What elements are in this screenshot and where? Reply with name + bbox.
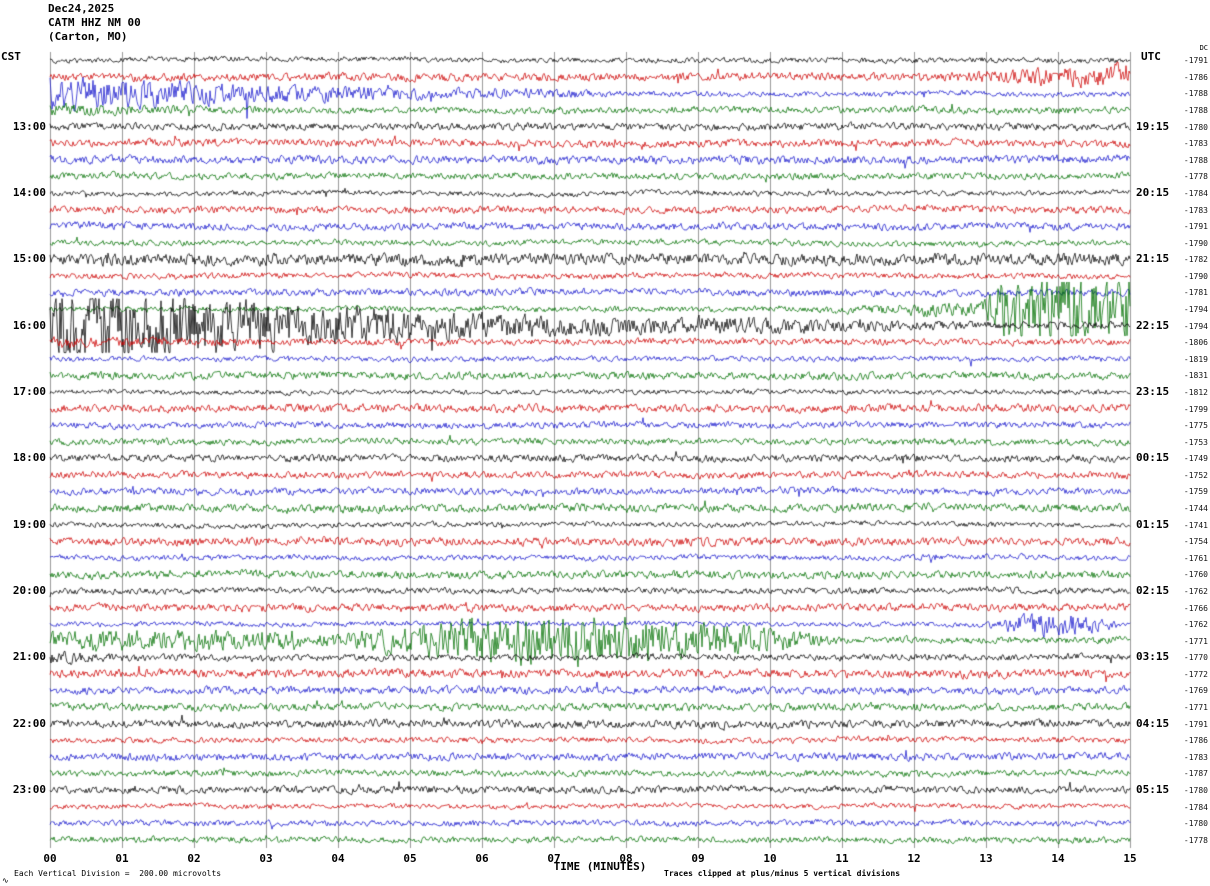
right-utc-label: 21:15 <box>1136 252 1170 266</box>
dc-offset-value: -1791 <box>1183 719 1208 729</box>
dc-offset-value: -1759 <box>1183 487 1208 497</box>
right-utc-label: 23:15 <box>1136 384 1170 398</box>
left-hour-label: 19:00 <box>12 517 46 531</box>
left-hour-label: 17:00 <box>12 384 46 398</box>
dc-offset-value: -1770 <box>1183 653 1208 663</box>
dc-offset-value: -1780 <box>1183 785 1208 795</box>
dc-offset-value: -1780 <box>1183 122 1208 132</box>
dc-offset-value: -1794 <box>1183 321 1208 331</box>
x-tick-label: 10 <box>763 852 777 865</box>
x-tick-label: 04 <box>331 852 345 865</box>
dc-offset-value: -1783 <box>1183 139 1208 149</box>
left-hour-label: 15:00 <box>12 252 46 266</box>
x-axis-title: TIME (MINUTES) <box>553 860 647 873</box>
left-hour-label: 18:00 <box>12 451 46 465</box>
dc-offset-value: -1762 <box>1183 620 1208 630</box>
dc-offset-value: -1783 <box>1183 205 1208 215</box>
x-tick-label: 01 <box>115 852 129 865</box>
dc-offset-value: -1812 <box>1183 387 1208 397</box>
x-tick-label: 03 <box>259 852 273 865</box>
date-label: Dec24,2025 <box>48 2 115 15</box>
left-hour-label: 14:00 <box>12 185 46 199</box>
x-tick-label: 00 <box>43 852 57 865</box>
left-hour-label: 13:00 <box>12 119 46 133</box>
dc-offset-value: -1799 <box>1183 404 1208 414</box>
dc-offset-value: -1790 <box>1183 271 1208 281</box>
dc-offset-value: -1753 <box>1183 437 1208 447</box>
right-utc-label: 19:15 <box>1136 119 1170 133</box>
dc-offset-value: -1788 <box>1183 89 1208 99</box>
x-tick-label: 07 <box>547 852 561 865</box>
dc-offset-value: -1749 <box>1183 454 1208 464</box>
dc-offset-value: -1790 <box>1183 238 1208 248</box>
dc-offset-value: -1760 <box>1183 570 1208 580</box>
left-hour-label: 20:00 <box>12 583 46 597</box>
dc-offset-value: -1769 <box>1183 686 1208 696</box>
dc-offset-value: -1775 <box>1183 421 1208 431</box>
x-tick-label: 14 <box>1051 852 1065 865</box>
right-timezone-label: UTC <box>1141 50 1161 63</box>
right-utc-label: 22:15 <box>1136 318 1170 332</box>
scale-note: Each Vertical Division = 200.00 microvol… <box>14 869 222 878</box>
dc-offset-value: -1791 <box>1183 222 1208 232</box>
right-utc-label: 04:15 <box>1136 716 1170 730</box>
dc-offset-value: -1782 <box>1183 255 1208 265</box>
dc-offset-value: -1788 <box>1183 106 1208 116</box>
left-hour-label: 23:00 <box>12 782 46 796</box>
right-utc-label: 03:15 <box>1136 650 1170 664</box>
x-tick-label: 09 <box>691 852 705 865</box>
station-code-label: CATM HHZ NM 00 <box>48 16 141 29</box>
dc-offset-value: -1788 <box>1183 155 1208 165</box>
dc-offset-value: -1783 <box>1183 752 1208 762</box>
dc-offset-value: -1786 <box>1183 736 1208 746</box>
right-utc-label: 05:15 <box>1136 782 1170 796</box>
dc-offset-value: -1819 <box>1183 354 1208 364</box>
dc-offset-value: -1784 <box>1183 188 1208 198</box>
dc-offset-value: -1778 <box>1183 835 1208 845</box>
dc-offset-value: -1762 <box>1183 586 1208 596</box>
x-tick-label: 13 <box>979 852 993 865</box>
x-tick-label: 08 <box>619 852 633 865</box>
x-tick-label: 15 <box>1123 852 1137 865</box>
dc-offset-value: -1754 <box>1183 537 1208 547</box>
corner-mark: ∿ <box>2 876 9 885</box>
left-timezone-label: CST <box>1 50 21 63</box>
left-hour-label: 22:00 <box>12 716 46 730</box>
right-utc-label: 02:15 <box>1136 583 1170 597</box>
right-utc-label: 01:15 <box>1136 517 1170 531</box>
dc-offset-value: -1791 <box>1183 56 1208 66</box>
dc-offset-value: -1761 <box>1183 553 1208 563</box>
dc-offset-value: -1778 <box>1183 172 1208 182</box>
dc-offset-value: -1784 <box>1183 802 1208 812</box>
dc-offset-value: -1766 <box>1183 603 1208 613</box>
dc-offset-value: -1741 <box>1183 520 1208 530</box>
x-tick-label: 06 <box>475 852 489 865</box>
dc-offset-value: -1771 <box>1183 703 1208 713</box>
x-tick-label: 12 <box>907 852 921 865</box>
dc-offset-value: -1744 <box>1183 504 1208 514</box>
dc-offset-value: -1831 <box>1183 371 1208 381</box>
station-name-label: (Carton, MO) <box>48 30 128 43</box>
x-tick-label: 05 <box>403 852 417 865</box>
clip-note: Traces clipped at plus/minus 5 vertical … <box>664 869 901 878</box>
dc-offset-value: -1781 <box>1183 288 1208 298</box>
dc-offset-value: -1772 <box>1183 669 1208 679</box>
right-utc-label: 00:15 <box>1136 451 1170 465</box>
dc-column-header: DC <box>1199 44 1208 52</box>
dc-offset-value: -1771 <box>1183 636 1208 646</box>
x-tick-label: 11 <box>835 852 849 865</box>
left-hour-label: 16:00 <box>12 318 46 332</box>
dc-offset-value: -1752 <box>1183 470 1208 480</box>
x-tick-label: 02 <box>187 852 201 865</box>
right-utc-label: 20:15 <box>1136 185 1170 199</box>
dc-offset-value: -1806 <box>1183 338 1208 348</box>
dc-offset-value: -1794 <box>1183 305 1208 315</box>
dc-offset-value: -1786 <box>1183 72 1208 82</box>
dc-offset-value: -1780 <box>1183 819 1208 829</box>
left-hour-label: 21:00 <box>12 650 46 664</box>
dc-offset-value: -1787 <box>1183 769 1208 779</box>
